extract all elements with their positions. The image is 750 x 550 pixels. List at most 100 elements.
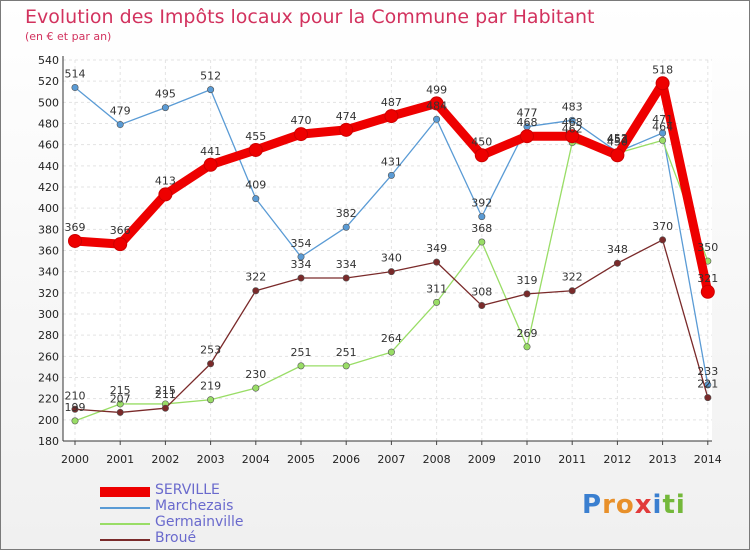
legend-label: Germainville [155,514,244,530]
data-label-marchezais: 514 [65,68,86,81]
y-tick-label: 500 [38,96,59,109]
legend-swatch-marchezais [100,507,150,509]
legend-swatch-germainville [100,523,150,525]
data-label-serville: 450 [471,135,492,148]
data-point-serville [565,129,580,144]
x-tick-label: 2013 [649,453,677,466]
data-label-serville: 413 [155,174,176,187]
data-point-marchezais [659,129,667,137]
data-point-brou [659,236,667,244]
data-label-serville: 321 [697,272,718,285]
y-tick-label: 180 [38,435,59,448]
legend-swatch-broue [100,539,150,541]
data-point-serville [429,96,444,111]
x-tick-label: 2001 [106,453,134,466]
y-tick-label: 240 [38,372,59,385]
data-point-germainville [342,362,350,370]
data-label-germainville: 219 [200,380,221,393]
y-tick-label: 400 [38,202,59,215]
legend-item-marchezais: Marchezais [100,498,360,516]
data-point-serville [113,237,128,252]
data-point-serville [294,127,308,142]
data-point-germainville [207,396,215,404]
data-label-marchezais: 354 [291,237,312,250]
data-label-germainville: 462 [562,123,583,136]
data-point-germainville [478,238,486,246]
data-label-serville: 468 [517,116,538,129]
data-label-marchezais: 453 [607,132,628,145]
data-label-germainville: 199 [65,401,86,414]
data-point-serville [610,148,625,163]
data-point-germainville [659,136,667,144]
y-tick-label: 520 [38,75,59,88]
data-label-serville: 468 [562,116,583,129]
logo-letter: x [634,490,653,520]
data-point-serville [474,148,489,163]
data-label-marchezais: 431 [381,155,402,168]
legend-swatch-serville [100,487,150,497]
data-point-marchezais [433,115,441,123]
logo-letter: i [652,490,663,520]
x-tick-label: 2003 [197,453,225,466]
data-label-germainville: 452 [607,133,628,146]
x-tick-label: 2006 [332,453,360,466]
data-point-germainville [433,298,441,306]
data-label-serville: 474 [336,110,357,123]
data-label-marchezais: 484 [426,99,447,112]
data-label-brou: 308 [471,286,492,299]
data-point-serville [158,187,173,202]
data-point-marchezais [71,84,79,92]
data-point-brou [613,259,621,267]
legend-item-serville: SERVILLE [100,482,360,500]
data-label-brou: 349 [426,242,447,255]
data-label-serville: 366 [110,224,131,237]
x-tick-label: 2009 [468,453,496,466]
y-tick-label: 440 [38,160,59,173]
data-label-marchezais: 233 [697,365,718,378]
y-tick-label: 200 [38,414,59,427]
data-label-brou: 253 [200,344,221,357]
legend-label: Broué [155,530,197,546]
data-label-serville: 369 [65,221,86,234]
data-point-marchezais [161,104,169,112]
data-point-brou [433,258,441,266]
data-point-serville [700,284,715,299]
data-point-marchezais [207,86,215,94]
data-point-marchezais [297,253,305,261]
y-tick-label: 320 [38,287,59,300]
x-tick-label: 2007 [377,453,405,466]
data-label-marchezais: 483 [562,100,583,113]
data-point-germainville [297,362,305,370]
data-labels: 369 366 413 441 455 470 474 487 499 450 468 468 450 5… [65,63,719,414]
data-point-germainville [387,348,395,356]
y-tick-label: 460 [38,139,59,152]
data-label-serville: 470 [291,114,312,127]
data-point-brou [297,274,305,282]
data-label-germainville: 269 [517,327,538,340]
y-tick-label: 380 [38,223,59,236]
data-label-brou: 348 [607,243,628,256]
data-point-germainville [523,343,531,351]
logo-letter: t [662,490,676,520]
logo-letter: i [675,490,686,520]
x-tick-label: 2008 [423,453,451,466]
data-label-brou: 322 [245,271,266,284]
axes [62,56,712,442]
data-label-serville: 499 [426,83,447,96]
logo-letter: P [582,490,603,520]
data-point-serville [655,76,670,91]
data-label-marchezais: 495 [155,88,176,101]
data-label-germainville: 311 [426,282,447,295]
legend-item-broue: Broué [100,530,360,548]
x-tick-label: 2005 [287,453,315,466]
x-tick-label: 2012 [603,453,631,466]
data-point-germainville [116,400,124,408]
y-tick-label: 280 [38,329,59,342]
data-point-brou [161,404,169,412]
y-tick-label: 420 [38,181,59,194]
data-point-brou [252,287,260,295]
y-tick-label: 480 [38,118,59,131]
data-label-brou: 334 [291,258,312,271]
y-tick-label: 260 [38,350,59,363]
data-label-germainville: 251 [336,346,357,359]
